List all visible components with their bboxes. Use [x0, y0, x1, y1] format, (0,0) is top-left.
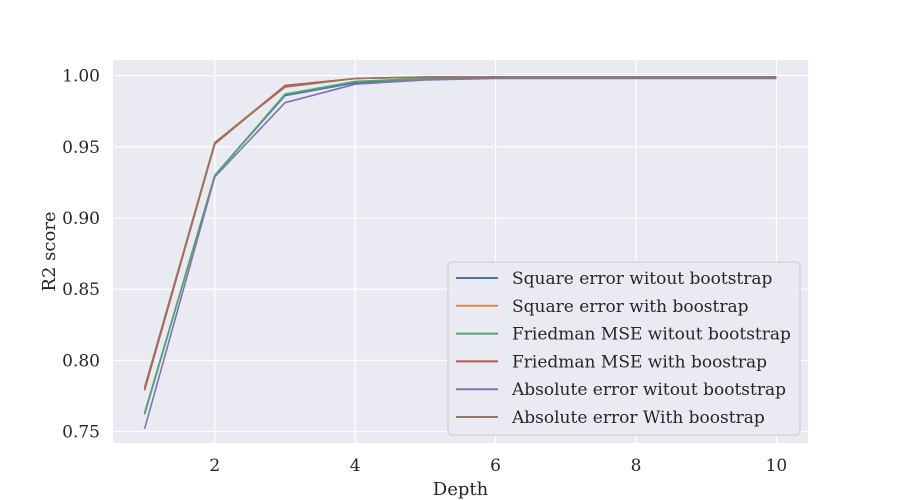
- legend-label: Friedman MSE with boostrap: [512, 352, 767, 372]
- series-line-6: [143, 76, 777, 388]
- y-tick-label: 0.95: [62, 138, 100, 158]
- x-tick-label: 6: [490, 456, 501, 476]
- y-tick-label: 0.90: [62, 209, 100, 229]
- legend-label: Friedman MSE witout bootstrap: [512, 325, 791, 345]
- x-tick-label: 8: [631, 456, 642, 476]
- x-axis-label: Depth: [433, 479, 489, 500]
- y-tick-label: 0.75: [62, 423, 100, 443]
- y-axis-label: R2 score: [39, 211, 60, 291]
- y-tick-label: 1.00: [62, 67, 100, 87]
- legend-label: Square error witout bootstrap: [512, 269, 773, 289]
- y-tick-label: 0.85: [62, 280, 100, 300]
- x-tick-label: 10: [766, 456, 788, 476]
- legend-label: Absolute error With boostrap: [511, 408, 765, 428]
- y-tick-label: 0.80: [62, 351, 100, 371]
- series-line-5: [143, 77, 777, 430]
- legend: Square error witout bootstrap Square erro…: [447, 261, 801, 436]
- x-tick-label: 2: [209, 456, 220, 476]
- x-tick-label: 4: [350, 456, 361, 476]
- legend-label: Absolute error witout bootstrap: [511, 380, 786, 400]
- legend-label: Square error with boostrap: [512, 297, 749, 317]
- series-lines: [143, 76, 777, 430]
- tick-labels: 2 4 6 8 10 0.75 0.80 0.85 0.90 0.95 1.00: [62, 67, 787, 476]
- legend-box: [447, 261, 801, 436]
